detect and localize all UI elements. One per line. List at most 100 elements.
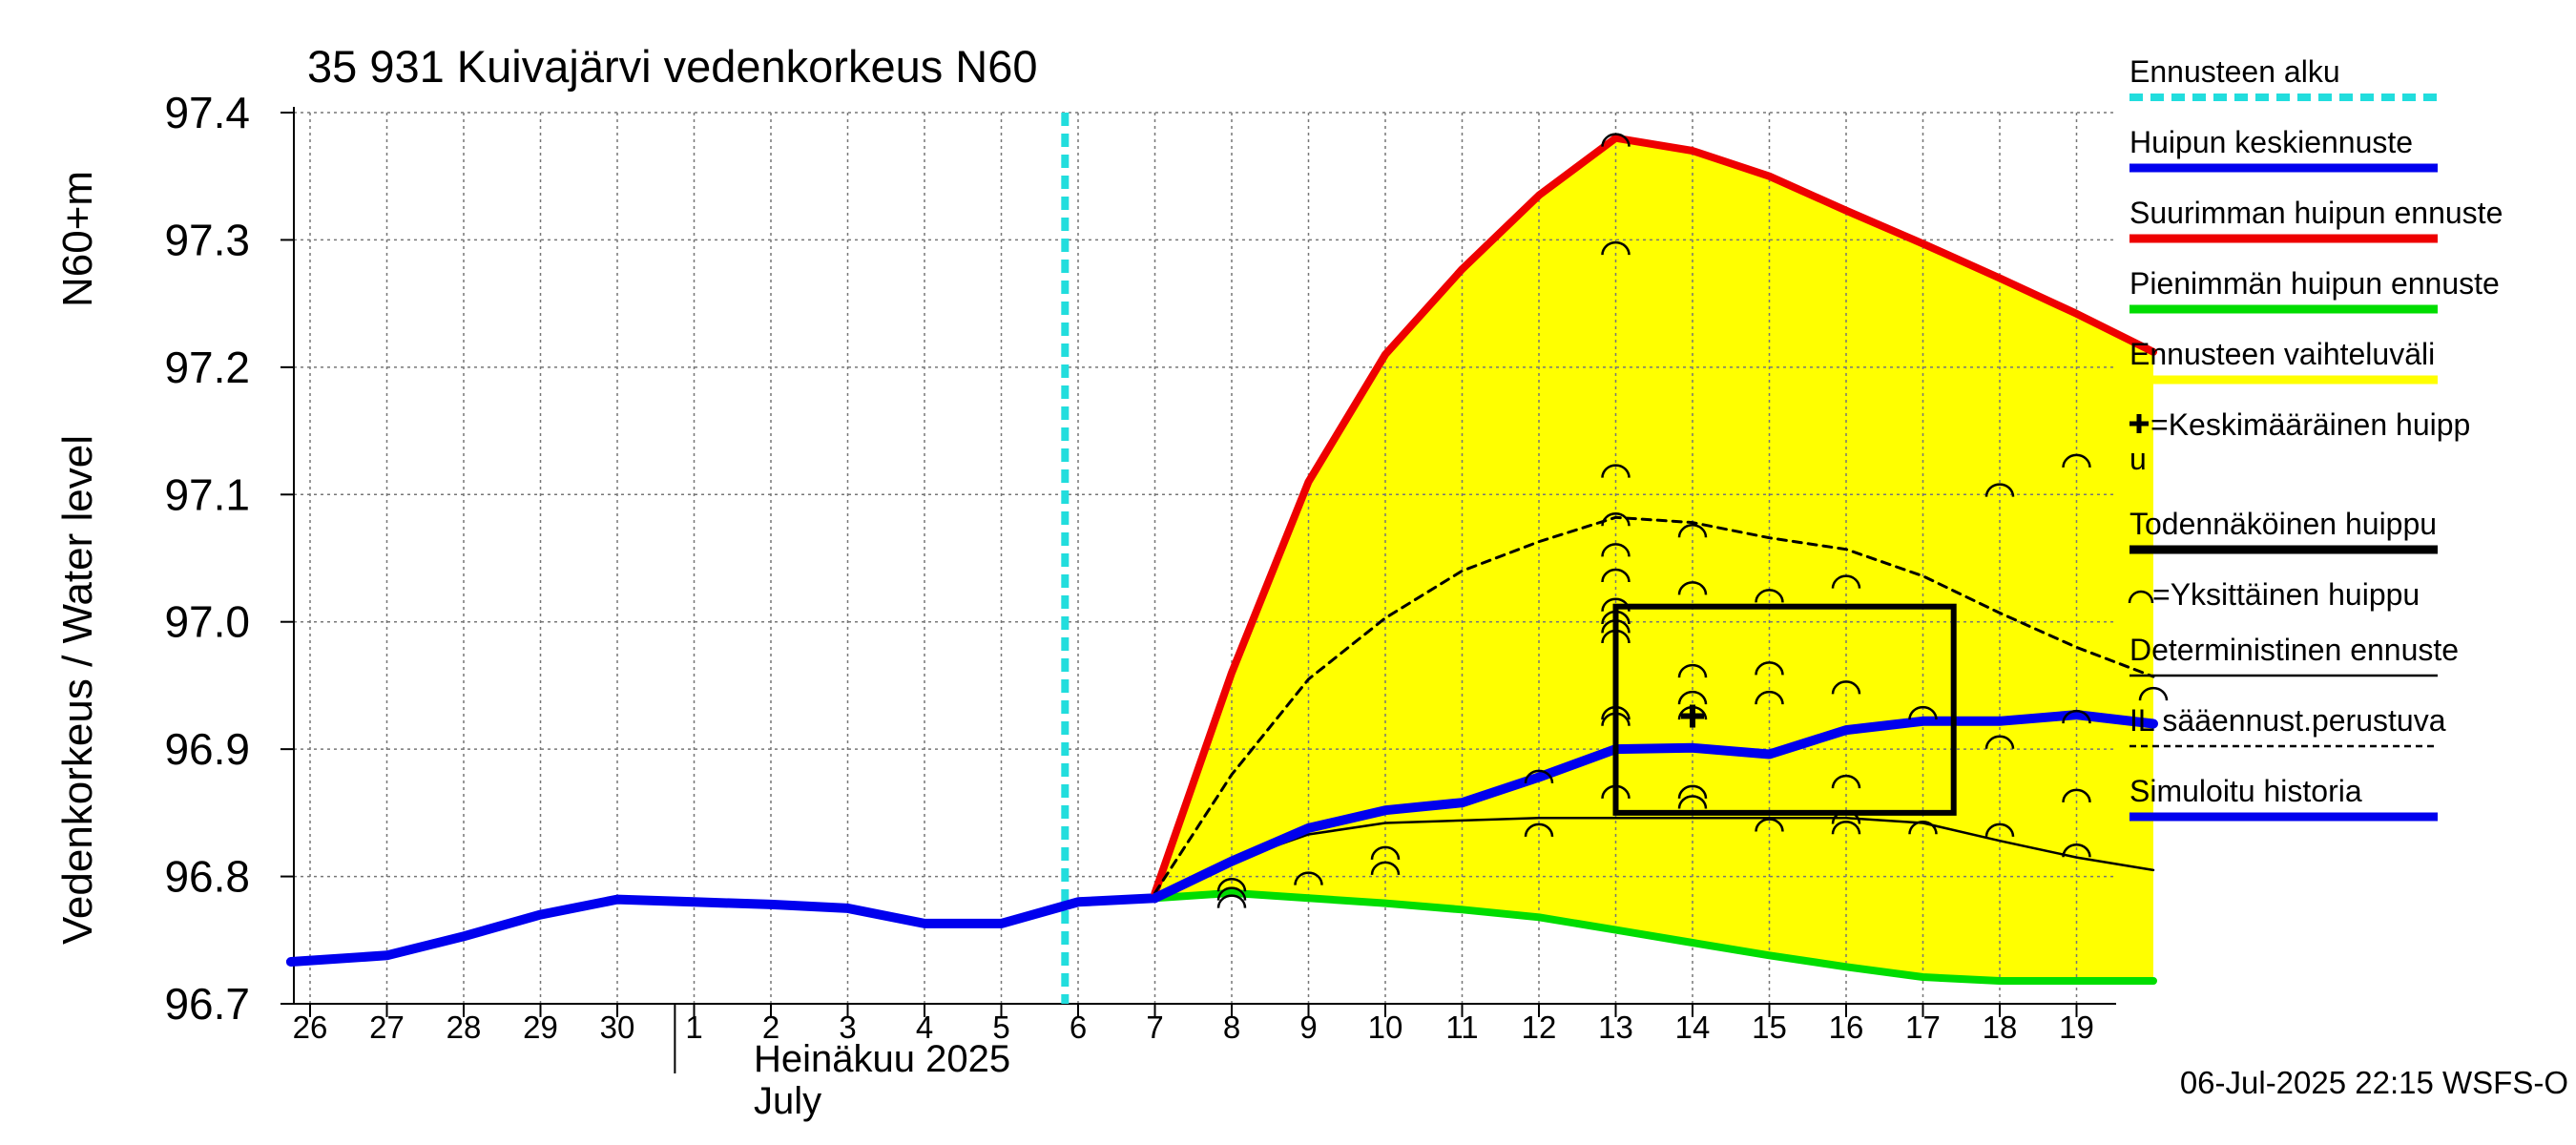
x-tick-label: 12 — [1522, 1010, 1557, 1045]
legend-item-9: IL sääennust.perustuva — [2129, 703, 2446, 748]
individual-peak-marker — [1908, 821, 1938, 835]
individual-peak-marker — [1831, 680, 1861, 695]
individual-peak-marker — [1601, 240, 1631, 256]
y-axis-unit: N60+m — [54, 171, 101, 307]
x-tick-label: 1 — [685, 1010, 702, 1045]
legend-label: Suurimman huipun ennuste — [2129, 196, 2503, 230]
legend-label: Ennusteen alku — [2129, 54, 2340, 89]
legend: Ennusteen alku Huipun keskiennuste Suurimm… — [2128, 54, 2503, 822]
x-tick-label: 10 — [1368, 1010, 1403, 1045]
x-tick-label: 17 — [1905, 1010, 1941, 1045]
legend-label: =Yksittäinen huippu — [2152, 577, 2420, 612]
x-tick-label: 27 — [369, 1010, 405, 1045]
individual-peak-marker — [2062, 709, 2091, 724]
individual-peak-marker — [1984, 483, 2015, 497]
series-deterministinen-ennuste — [1153, 816, 2155, 900]
individual-peak-marker — [1984, 735, 2015, 749]
individual-peak-marker — [2138, 686, 2169, 701]
legend-label: Pienimmän huipun ennuste — [2129, 266, 2500, 301]
individual-peak-marker — [1984, 822, 2015, 837]
individual-peak-marker — [1601, 619, 1631, 634]
legend-label: =Keskimääräinen huipp — [2150, 407, 2470, 442]
individual-peak-marker — [1370, 861, 1401, 875]
legend-item-10: Simuloitu historia — [2129, 774, 2438, 822]
x-tick-label: 15 — [1752, 1010, 1787, 1045]
x-tick-label: 19 — [2059, 1010, 2094, 1045]
individual-peak-marker — [1601, 512, 1631, 527]
y-tick-label: 96.7 — [164, 979, 250, 1029]
x-tick-label: 2 — [762, 1010, 779, 1045]
x-tick-label: 9 — [1299, 1010, 1317, 1045]
legend-arc-icon — [2128, 590, 2154, 604]
series-simuloitu-historia — [285, 893, 1160, 967]
x-tick-label: 13 — [1598, 1010, 1633, 1045]
individual-peak-marker — [1831, 810, 1861, 824]
x-tick-label: 11 — [1445, 1010, 1478, 1045]
timestamp: 06-Jul-2025 22:15 WSFS-O — [2180, 1065, 2568, 1100]
mean-peak-marker — [1681, 704, 1704, 728]
x-tick-label: 8 — [1223, 1010, 1240, 1045]
y-axis-label: Vedenkorkeus / Water level — [54, 435, 101, 945]
y-tick-label: 97.4 — [164, 88, 250, 137]
forecast-range-band — [1154, 137, 2153, 981]
legend-label: Deterministinen ennuste — [2129, 633, 2459, 667]
month-label-fi: Heinäkuu 2025 — [754, 1038, 1010, 1080]
individual-peak-marker — [1216, 878, 1247, 892]
individual-peak-marker — [1755, 818, 1784, 832]
individual-peak-marker — [1831, 574, 1861, 589]
legend-item-0: Ennusteen alku — [2129, 54, 2438, 101]
legend-item-1: Huipun keskiennuste — [2129, 125, 2438, 173]
x-tick-label: 29 — [523, 1010, 558, 1045]
individual-peak-marker — [1601, 610, 1631, 625]
legend-label: Simuloitu historia — [2129, 774, 2362, 808]
individual-peak-marker — [1601, 629, 1631, 644]
legend-item-6: Todennäköinen huippu — [2129, 507, 2438, 554]
individual-peak-marker — [1677, 663, 1708, 678]
legend-label: Todennäköinen huippu — [2129, 507, 2437, 541]
legend-label: Huipun keskiennuste — [2129, 125, 2413, 159]
individual-peak-marker — [1755, 690, 1784, 705]
y-tick-label: 97.3 — [164, 215, 250, 264]
legend-plus-icon — [2129, 414, 2149, 433]
plot-area: 96.796.896.997.097.197.297.397.426 27 28 29… — [164, 88, 2169, 1073]
x-tick-label: 30 — [600, 1010, 635, 1045]
individual-peak-marker — [1601, 712, 1631, 726]
y-tick-label: 97.2 — [164, 343, 250, 392]
series-huipun-keskiennuste — [1150, 710, 2158, 904]
legend-item-2: Suurimman huipun ennuste — [2129, 196, 2503, 243]
series-suurimman-huipun-ennuste — [1151, 134, 2157, 897]
x-tick-label: 5 — [992, 1010, 1009, 1045]
individual-peak-marker — [1370, 845, 1401, 860]
individual-peak-marker — [1677, 784, 1708, 799]
x-tick-label: 26 — [293, 1010, 328, 1045]
legend-label: IL sääennust.perustuva — [2129, 703, 2446, 738]
individual-peak-marker — [1294, 871, 1323, 885]
individual-peak-marker — [2062, 843, 2091, 858]
individual-peak-marker — [1216, 886, 1247, 901]
legend-label: Ennusteen vaihteluväli — [2129, 337, 2435, 371]
x-tick-label: 16 — [1829, 1010, 1864, 1045]
y-tick-label: 97.1 — [164, 469, 250, 519]
x-tick-label: 7 — [1146, 1010, 1163, 1045]
month-label-en: July — [754, 1080, 821, 1122]
x-tick-label: 28 — [447, 1010, 482, 1045]
individual-peak-marker — [2062, 453, 2091, 468]
individual-peak-marker — [1677, 690, 1708, 705]
individual-peak-marker — [1601, 568, 1631, 583]
chart-title: 35 931 Kuivajärvi vedenkorkeus N60 — [307, 41, 1038, 92]
individual-peak-marker — [1677, 524, 1708, 538]
likely-peak-box — [1612, 603, 1957, 816]
legend-item-4: Ennusteen vaihteluväli — [2129, 337, 2438, 385]
individual-peak-marker — [1677, 795, 1708, 809]
x-tick-label: 14 — [1675, 1010, 1711, 1045]
individual-peak-marker — [1677, 581, 1708, 595]
legend-item-3: Pienimmän huipun ennuste — [2129, 266, 2500, 314]
individual-peak-marker — [1601, 133, 1631, 147]
individual-peak-marker — [1601, 784, 1631, 799]
x-tick-label: 3 — [839, 1010, 856, 1045]
individual-peak-marker — [1601, 543, 1631, 557]
individual-peak-marker — [1524, 822, 1554, 837]
individual-peak-marker — [1601, 597, 1631, 612]
y-tick-label: 96.9 — [164, 724, 250, 774]
